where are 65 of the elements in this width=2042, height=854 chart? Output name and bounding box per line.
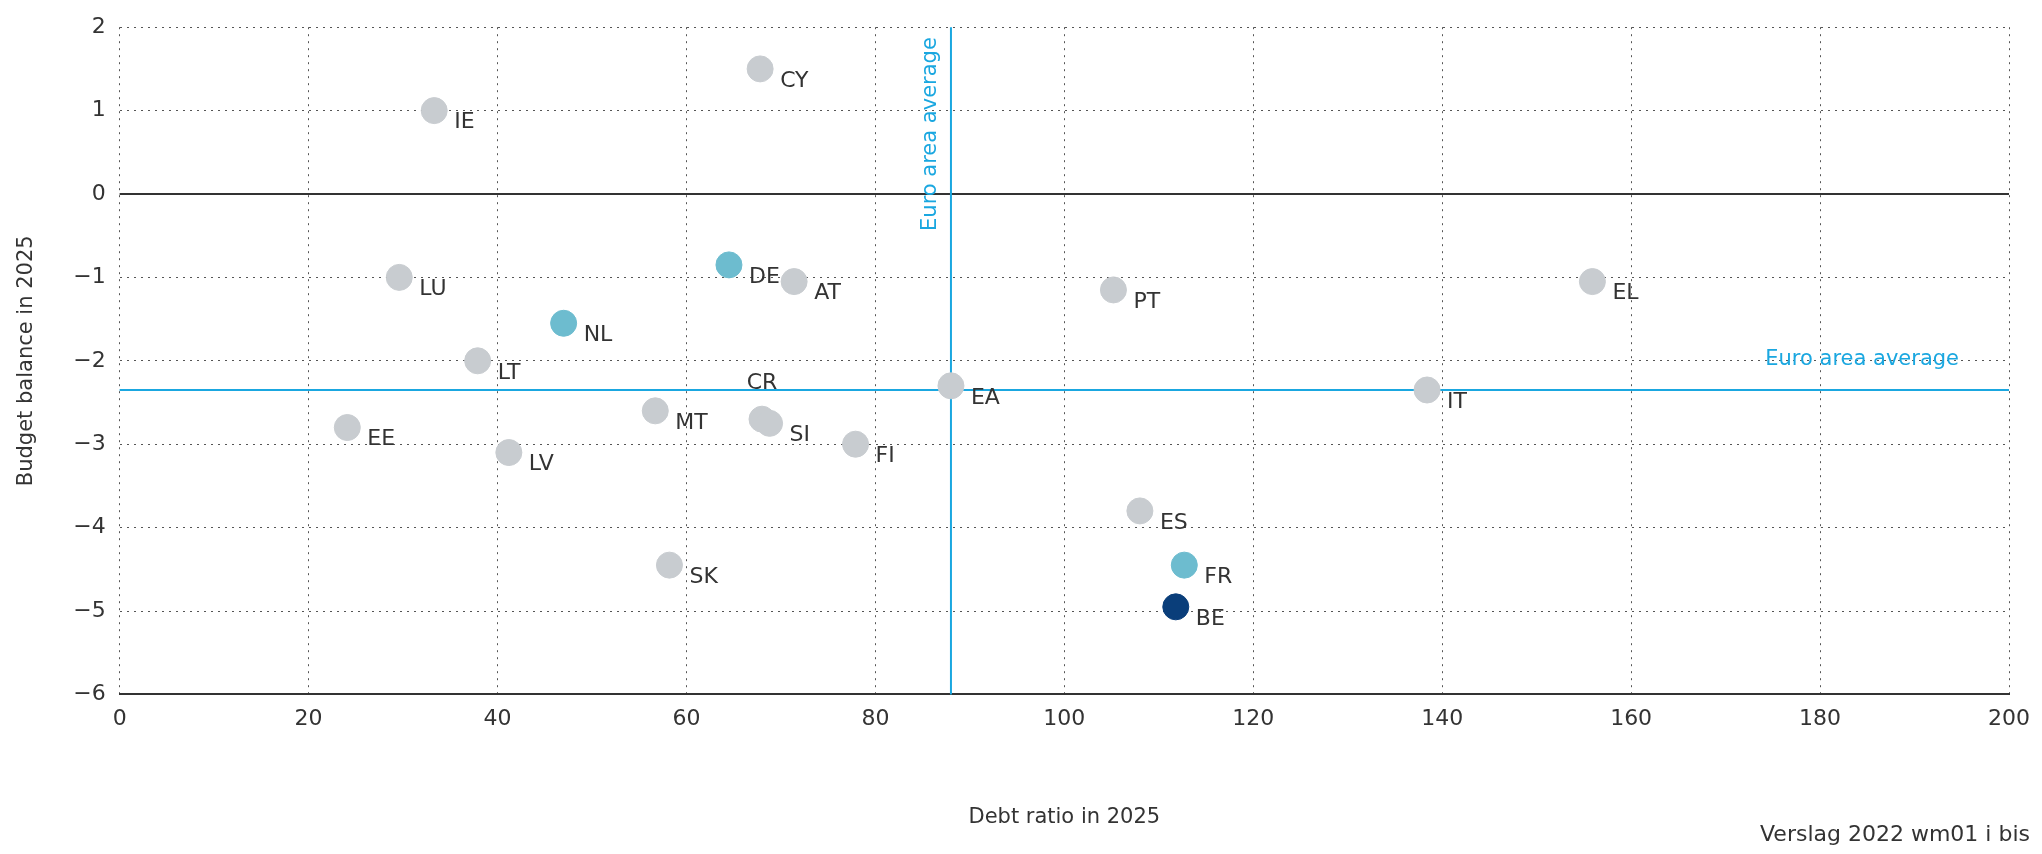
- series-label: SI: [789, 421, 811, 447]
- x-tick-label: 140: [1421, 705, 1464, 731]
- series-label: PT: [1133, 287, 1161, 313]
- point: [780, 268, 808, 296]
- series-label: BE: [1195, 604, 1225, 630]
- point: [1578, 268, 1606, 296]
- series-label: NL: [583, 320, 614, 346]
- ref-line-label: Euro area average: [916, 37, 941, 231]
- y-axis-title: Budget balance in 2025: [13, 235, 38, 487]
- series-label: ES: [1159, 508, 1188, 534]
- x-tick-label: 20: [294, 705, 323, 731]
- point: [1170, 551, 1198, 579]
- x-tick-label: 200: [1988, 705, 2030, 731]
- y-tick-label: −6: [73, 680, 106, 706]
- x-tick-label: 60: [672, 705, 701, 731]
- series-label: CY: [780, 66, 810, 92]
- point: [495, 439, 523, 467]
- y-tick-label: −2: [73, 346, 106, 372]
- series-label: MT: [675, 408, 709, 434]
- y-tick-label: 0: [91, 179, 106, 205]
- series-label: CR: [746, 368, 778, 394]
- x-tick-label: 40: [483, 705, 512, 731]
- series-label: LU: [419, 275, 447, 301]
- point: [333, 414, 361, 442]
- point: [385, 263, 413, 291]
- x-tick-label: 0: [112, 705, 127, 731]
- series-label: FR: [1204, 562, 1233, 588]
- text: Verslag 2022 wm01 i bis: [1760, 821, 2030, 846]
- point: [1162, 593, 1190, 621]
- x-tick-label: 180: [1799, 705, 1842, 731]
- series-label: IE: [454, 108, 475, 134]
- point: [641, 397, 669, 425]
- point: [1413, 376, 1441, 404]
- series-label: EE: [367, 425, 396, 451]
- ref-line-label: Euro area average: [1765, 345, 1959, 370]
- series-label: LT: [497, 358, 521, 384]
- series-label: SK: [689, 562, 719, 588]
- series-label: IT: [1447, 387, 1468, 413]
- series-label: EL: [1612, 279, 1640, 305]
- y-tick-label: −4: [73, 513, 106, 539]
- point: [1099, 276, 1127, 304]
- y-tick-label: 1: [91, 96, 106, 122]
- y-tick-label: −1: [73, 263, 106, 289]
- series-label: FI: [875, 441, 895, 467]
- point: [842, 430, 870, 458]
- series-label: LV: [528, 450, 554, 476]
- point: [550, 309, 578, 337]
- y-tick-label: −3: [73, 429, 106, 455]
- x-tick-label: 80: [861, 705, 890, 731]
- point: [1126, 497, 1154, 525]
- point: [937, 372, 965, 400]
- x-tick-label: 100: [1043, 705, 1086, 731]
- point: [746, 55, 774, 83]
- point: [464, 347, 492, 375]
- point: [655, 551, 683, 579]
- point: [420, 97, 448, 125]
- x-tick-label: 120: [1232, 705, 1275, 731]
- y-tick-label: 2: [91, 12, 106, 38]
- point: [715, 251, 743, 279]
- series-label: EA: [970, 383, 1000, 409]
- x-axis-title: Debt ratio in 2025: [968, 803, 1161, 828]
- series-label: AT: [814, 279, 842, 305]
- x-tick-label: 160: [1610, 705, 1653, 731]
- y-tick-label: −5: [73, 596, 106, 622]
- series-label: DE: [748, 262, 780, 288]
